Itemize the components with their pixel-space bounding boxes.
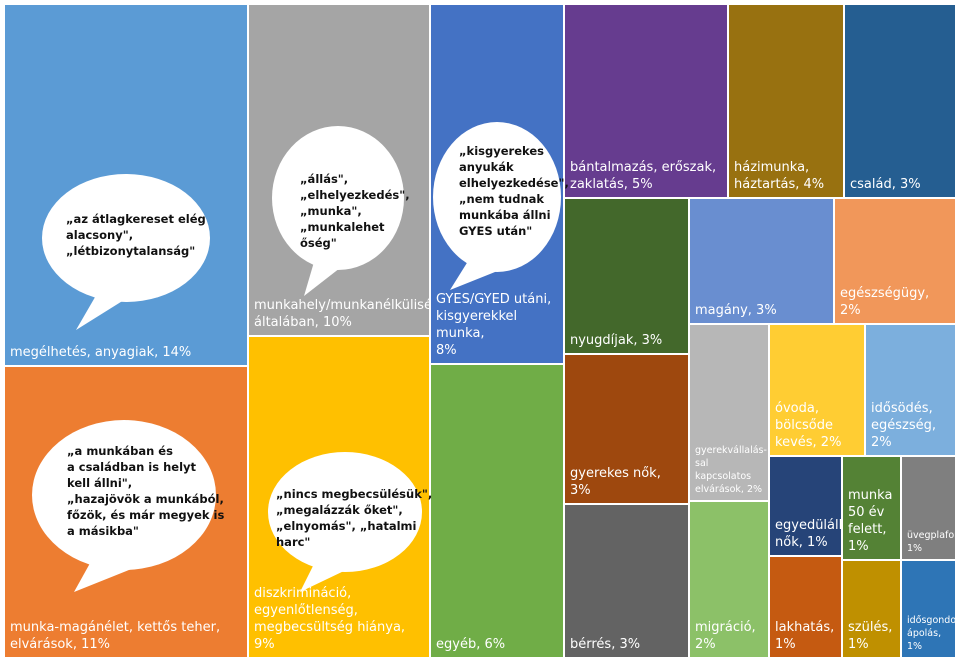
tile-label: diszkrimináció, egyenlőtlenség, megbecsü… (254, 586, 406, 652)
treemap-tile-magany: magány, 3% (689, 198, 834, 324)
treemap-tile-migracio: migráció, 2% (689, 501, 769, 658)
tile-label: munkahely/munkanélküliség általában, 10% (254, 298, 430, 330)
treemap-tile-nyugdijak: nyugdíjak, 3% (564, 198, 689, 354)
tile-label: nyugdíjak, 3% (570, 333, 663, 348)
tile-label: család, 3% (850, 177, 921, 192)
tile-label: üvegplafon, 1% (907, 530, 955, 554)
treemap-tile-egyedulallo: egyedülálló nők, 1% (769, 456, 842, 556)
tile-label: egyedülálló nők, 1% (775, 518, 842, 550)
speech-bubble-text: „kisgyerekes anyukák elhelyezkedése", „n… (459, 144, 569, 238)
treemap-tile-lakhatas: lakhatás, 1% (769, 556, 842, 658)
tile-label: munka 50 év felett, 1% (848, 488, 893, 554)
treemap-tile-bantalmazas: bántalmazás, erőszak, zaklatás, 5% (564, 4, 728, 198)
speech-bubble-text: „nincs megbecsülésük", „megalázzák őket"… (276, 487, 433, 549)
speech-bubble-text: „állás", „elhelyezkedés", „munka", „munk… (300, 172, 410, 250)
tile-label: gyerekvállalás- sal kapcsolatos elváráso… (695, 445, 767, 495)
treemap-tile-munka50: munka 50 év felett, 1% (842, 456, 901, 560)
tile-label: idősgondozás, ápolás, 1% (907, 615, 956, 652)
treemap-tile-idosodes: idősödés, egészség, 2% (865, 324, 956, 456)
treemap-tile-csalad: család, 3% (844, 4, 956, 198)
tile-label: lakhatás, 1% (775, 620, 835, 652)
treemap-tile-uvegplafon: üvegplafon, 1% (901, 456, 956, 560)
treemap-tile-egeszsegugy: egészségügy, 2% (834, 198, 956, 324)
treemap-tile-egyeb: egyéb, 6% (430, 364, 564, 658)
tile-label: óvoda, bölcsőde kevés, 2% (775, 401, 842, 450)
tile-label: gyerekes nők, 3% (570, 466, 661, 498)
tile-label: házimunka, háztartás, 4% (734, 160, 825, 192)
treemap-tile-idosgondozas: idősgondozás, ápolás, 1% (901, 560, 956, 658)
treemap-tile-gyerekvallalas: gyerekvállalás- sal kapcsolatos elváráso… (689, 324, 769, 501)
tile-label: egészségügy, 2% (840, 286, 930, 318)
tile-label: idősödés, egészség, 2% (871, 401, 936, 450)
tile-label: migráció, 2% (695, 620, 756, 652)
speech-bubble-text: „a munkában és a családban is helyt kell… (67, 444, 225, 538)
tile-label: megélhetés, anyagiak, 14% (10, 345, 192, 360)
tile-label: egyéb, 6% (436, 637, 506, 652)
tile-label: magány, 3% (695, 303, 777, 318)
tile-label: bérrés, 3% (570, 637, 641, 652)
treemap-tile-gyerekes-nok: gyerekes nők, 3% (564, 354, 689, 504)
tile-label: GYES/GYED utáni, kisgyerekkel munka, 8% (436, 292, 552, 358)
treemap-tile-hazimunka: házimunka, háztartás, 4% (728, 4, 844, 198)
treemap-tile-szules: szülés, 1% (842, 560, 901, 658)
speech-bubble-text: „az átlagkereset elég alacsony", „létbiz… (66, 212, 206, 258)
tile-label: munka-magánélet, kettős teher, elvárások… (10, 620, 221, 652)
treemap-tile-berres: bérrés, 3% (564, 504, 689, 658)
treemap-tile-ovoda: óvoda, bölcsőde kevés, 2% (769, 324, 865, 456)
tile-label: bántalmazás, erőszak, zaklatás, 5% (570, 160, 717, 192)
tile-label: szülés, 1% (848, 620, 893, 652)
